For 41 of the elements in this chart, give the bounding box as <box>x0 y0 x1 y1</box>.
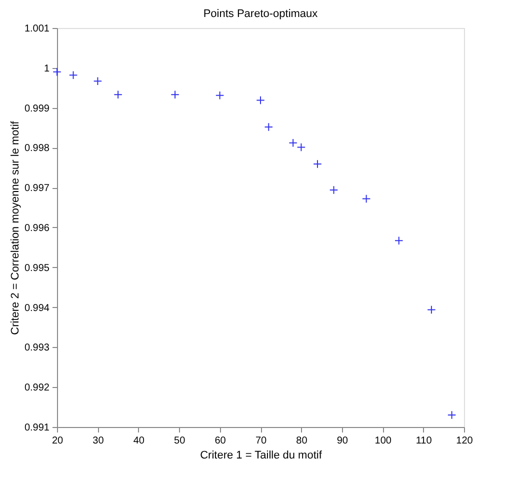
x-tick-label: 60 <box>214 436 226 446</box>
point <box>93 76 102 86</box>
point <box>296 142 306 152</box>
y-tick-label: 0.997 <box>24 183 50 194</box>
y-tick-label: 0.992 <box>24 382 50 394</box>
point <box>215 91 224 100</box>
y-tick-label: 0.996 <box>24 223 50 234</box>
chart-title: Points Pareto-optimaux <box>203 8 318 20</box>
y-tick-label: 0.999 <box>24 103 50 114</box>
point <box>264 122 274 132</box>
y-tick-label: 0.998 <box>24 143 50 154</box>
x-tick-label: 70 <box>255 436 267 446</box>
point <box>329 186 338 194</box>
x-tick-label: 100 <box>374 436 392 446</box>
y-axis-title: Critere 2 = Correlation moyenne sur le motif <box>9 120 22 335</box>
point <box>68 70 78 80</box>
y-tick-label: 0.995 <box>24 262 50 274</box>
point <box>52 68 62 76</box>
x-tick-label: 20 <box>52 436 64 446</box>
x-axis-title: Critere 1 = Taille du motif <box>200 450 323 462</box>
point <box>288 138 298 148</box>
point <box>313 160 322 168</box>
x-tick-label: 90 <box>336 436 348 446</box>
y-tick-label: 0.991 <box>24 422 50 434</box>
y-tick-label: 0.994 <box>24 302 50 314</box>
point <box>447 410 456 420</box>
y-tick-label: 0.993 <box>24 342 50 354</box>
point <box>114 90 122 100</box>
point <box>362 194 371 204</box>
x-tick-label: 30 <box>92 436 104 446</box>
point <box>256 96 265 105</box>
x-tick-label: 110 <box>416 436 432 446</box>
point <box>427 305 436 314</box>
x-tick-label: 50 <box>174 436 186 446</box>
point <box>170 90 180 100</box>
point <box>394 236 404 246</box>
y-tick-label: 1 <box>44 63 50 74</box>
x-tick-label: 120 <box>456 436 474 446</box>
y-tick-label: 1.001 <box>24 24 50 34</box>
x-tick-label: 40 <box>133 436 145 446</box>
x-tick-label: 80 <box>296 436 308 446</box>
